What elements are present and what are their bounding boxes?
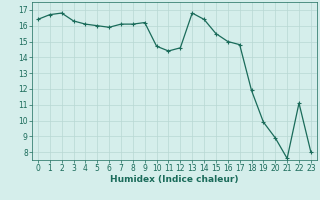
X-axis label: Humidex (Indice chaleur): Humidex (Indice chaleur) [110, 175, 239, 184]
